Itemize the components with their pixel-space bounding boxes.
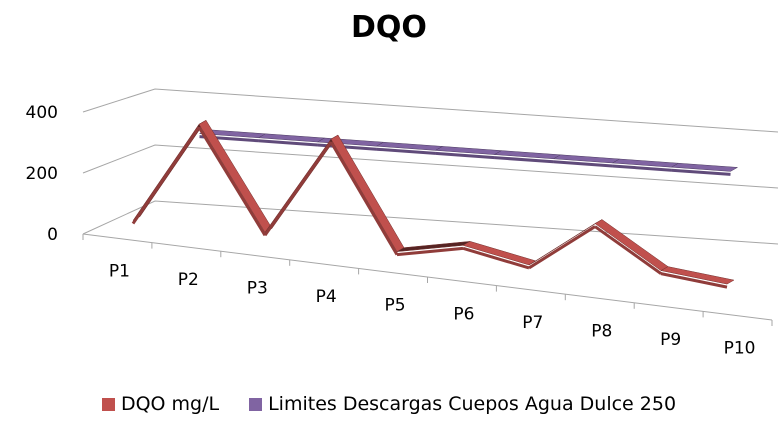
series-edge (396, 246, 464, 257)
series-edge (263, 141, 333, 237)
legend-label: DQO mg/L (120, 393, 220, 415)
series-edge (462, 246, 530, 270)
series-edge (197, 126, 267, 237)
legend: DQO mg/L Limites Descargas Cuepos Agua Du… (0, 393, 778, 415)
legend-item: Limites Descargas Cuepos Agua Dulce 250 (249, 393, 676, 415)
x-tick-label: P9 (660, 330, 681, 350)
series-edge (494, 156, 554, 164)
series-edge (612, 164, 672, 172)
x-tick-label: P2 (178, 270, 199, 290)
chart-title: DQO (351, 10, 427, 45)
series-edge (131, 126, 201, 225)
series-edge (376, 147, 436, 155)
x-tick-label: P10 (724, 339, 756, 359)
x-tick-label: P7 (522, 313, 543, 333)
series-segment (670, 162, 739, 172)
series-edge (435, 151, 495, 160)
series (131, 119, 739, 289)
series-segment (594, 219, 669, 271)
gridline-200 (82, 144, 778, 189)
gridline-0 (82, 200, 778, 245)
series-edge (329, 141, 399, 256)
series-limit (198, 129, 739, 176)
series-segment (660, 266, 735, 285)
x-tick-label: P1 (109, 261, 130, 281)
gridline-400 (82, 88, 778, 133)
legend-swatch (101, 397, 115, 411)
series-edge (660, 272, 728, 289)
y-tick-label: 0 (47, 225, 58, 245)
series-edge (671, 168, 731, 176)
legend-item: DQO mg/L (101, 393, 220, 415)
series-edge (528, 225, 596, 270)
legend-swatch (249, 397, 263, 411)
legend-label: Limites Descargas Cuepos Agua Dulce 250 (268, 393, 677, 415)
series-dqo (131, 119, 735, 289)
y-tick-label: 400 (26, 103, 58, 123)
y-tick-label: 200 (26, 164, 58, 184)
series-segment (528, 219, 603, 266)
axis-labels: 400 200 0 P1 P2 P3 P4 P5 P6 P7 P8 P9 P10 (26, 103, 756, 359)
x-tick-label: P3 (247, 279, 268, 299)
x-tick-label: P8 (591, 322, 612, 342)
x-tick-label: P4 (316, 287, 337, 307)
grid-lines (82, 88, 778, 245)
x-tick-label: P5 (385, 296, 406, 316)
series-edge (553, 160, 613, 168)
series-segment (330, 134, 405, 253)
x-tick-label: P6 (453, 304, 474, 324)
series-edge (594, 225, 662, 275)
axes (82, 233, 773, 326)
series-edge (258, 139, 318, 147)
